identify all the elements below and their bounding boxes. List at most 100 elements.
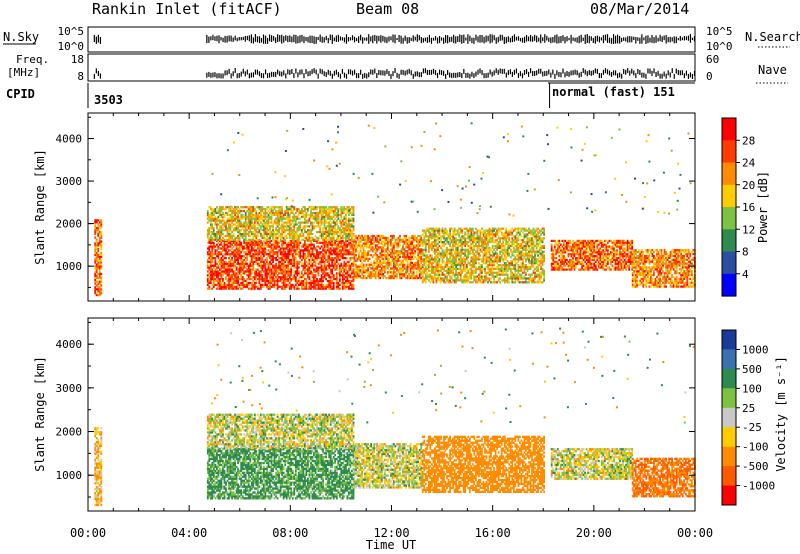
echo-cell	[322, 206, 324, 209]
echo-cell	[458, 239, 461, 242]
echo-cell	[231, 215, 233, 218]
echo-cell	[208, 285, 211, 288]
echo-cell	[250, 231, 253, 234]
echo-cell	[325, 215, 327, 218]
echo-cell	[212, 217, 215, 220]
echo-cell	[293, 232, 296, 236]
echo-cell	[305, 208, 308, 211]
echo-cell	[329, 241, 332, 244]
echo-cell	[302, 274, 305, 277]
echo-cell	[434, 233, 436, 236]
echo-cell	[351, 213, 353, 216]
echo-cell	[418, 277, 421, 280]
echo-cell	[296, 279, 299, 283]
echo-cell	[282, 227, 285, 230]
echo-cell	[335, 287, 338, 290]
echo-cell	[380, 248, 383, 251]
echo-cell	[247, 278, 250, 281]
echo-cell	[249, 211, 252, 215]
echo-cell	[266, 279, 268, 283]
echo-cell	[234, 264, 236, 267]
echo-cell	[424, 246, 427, 249]
echo-cell	[232, 266, 235, 269]
echo-cell	[234, 272, 236, 275]
echo-cell	[222, 262, 224, 265]
echo-cell	[285, 208, 288, 211]
echo-cell	[355, 236, 357, 239]
echo-cell	[264, 208, 267, 211]
echo-cell	[305, 236, 308, 239]
echo-cell	[406, 265, 409, 268]
echo-cell	[348, 264, 350, 267]
echo-cell	[216, 227, 218, 230]
echo-cell	[95, 274, 98, 277]
echo-cell	[434, 239, 436, 242]
echo-cell	[293, 234, 296, 238]
echo-cell	[388, 271, 391, 274]
echo-cell	[432, 246, 435, 249]
echo-cell	[328, 234, 331, 238]
echo-cell	[308, 274, 311, 277]
echo-cell	[216, 219, 218, 222]
echo-cell	[293, 257, 296, 260]
echo-cell	[458, 252, 461, 255]
echo-cell	[238, 278, 241, 281]
echo-cell	[443, 260, 445, 263]
echo-cell	[220, 257, 223, 260]
echo-cell	[304, 278, 306, 281]
echo-cell	[232, 223, 235, 226]
echo-cell	[234, 229, 236, 232]
echo-cell	[329, 251, 332, 254]
echo-cell	[329, 210, 332, 213]
echo-cell	[310, 257, 312, 260]
echo-cell	[276, 258, 279, 262]
echo-cell	[328, 238, 331, 241]
echo-cell	[223, 264, 226, 267]
echo-cell	[311, 257, 314, 260]
echo-cell	[297, 262, 300, 265]
echo-cell	[452, 267, 454, 270]
echo-cell	[340, 225, 343, 228]
echo-cell	[373, 248, 376, 251]
echo-cell	[343, 270, 346, 273]
echo-cell	[290, 243, 293, 246]
echo-cell	[450, 239, 453, 242]
echo-cell	[310, 285, 312, 288]
echo-cell	[266, 241, 268, 244]
echo-cell	[246, 225, 249, 228]
echo-cell	[427, 265, 430, 269]
echo-cell	[267, 219, 270, 222]
echo-cell	[341, 227, 344, 230]
echo-cell	[263, 270, 265, 273]
echo-cell	[244, 285, 247, 288]
echo-cell	[261, 266, 264, 269]
echo-cell	[317, 272, 320, 275]
freq-traces	[93, 68, 696, 79]
echo-cell	[418, 275, 421, 278]
echo-cell	[270, 251, 273, 254]
echo-cell	[260, 247, 262, 250]
echo-cell	[311, 251, 314, 254]
echo-cell	[358, 267, 360, 270]
echo-cell	[228, 270, 230, 273]
echo-cell	[266, 221, 268, 224]
echo-cell	[235, 227, 238, 230]
echo-cell	[276, 238, 279, 241]
echo-cell	[334, 208, 337, 211]
echo-cell	[279, 227, 282, 230]
echo-cell	[358, 273, 360, 276]
echo-cell	[340, 262, 343, 265]
echo-cell	[371, 275, 374, 278]
echo-cell	[294, 245, 297, 248]
echo-cell	[414, 255, 417, 259]
echo-cell	[291, 249, 294, 252]
echo-cell	[348, 287, 350, 290]
echo-cell	[285, 253, 288, 256]
echo-cell	[449, 235, 451, 238]
echo-cell	[437, 242, 439, 246]
echo-cell	[346, 232, 349, 236]
echo-cell	[267, 279, 270, 283]
echo-cell	[97, 219, 100, 222]
echo-cell	[337, 251, 340, 254]
echo-cell	[440, 273, 442, 276]
